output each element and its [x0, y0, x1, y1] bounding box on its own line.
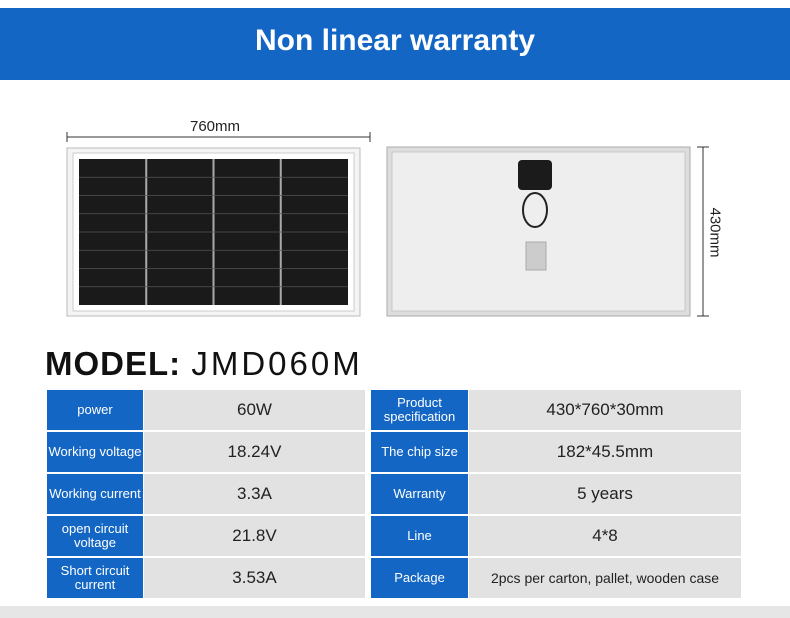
model-label: MODEL: — [45, 345, 182, 382]
width-label: 760mm — [190, 118, 241, 135]
spec-label: Working current — [47, 474, 143, 514]
height-dimension-line — [697, 146, 709, 317]
model-heading: MODEL: JMD060M — [45, 345, 363, 383]
page-title: Non linear warranty — [254, 24, 536, 57]
width-dimension-line — [66, 132, 371, 142]
solar-panel-back — [386, 146, 691, 317]
spec-value: 5 years — [469, 474, 741, 514]
bottom-band — [0, 606, 790, 618]
height-label: 430mm — [706, 207, 724, 258]
junction-box — [518, 160, 552, 190]
spec-value: 430*760*30mm — [469, 390, 741, 430]
spec-value: 182*45.5mm — [469, 432, 741, 472]
spec-label: Package — [371, 558, 468, 598]
spec-value: 3.3A — [144, 474, 365, 514]
spec-value: 21.8V — [144, 516, 365, 556]
spec-label: Warranty — [371, 474, 468, 514]
spec-value: 18.24V — [144, 432, 365, 472]
spec-label: Short circuit current — [47, 558, 143, 598]
spec-label: open circuit voltage — [47, 516, 143, 556]
spec-value: 3.53A — [144, 558, 365, 598]
spec-value: 60W — [144, 390, 365, 430]
spec-label: The chip size — [371, 432, 468, 472]
cable — [522, 192, 548, 228]
spec-label: Product specification — [371, 390, 468, 430]
spec-label: Working voltage — [47, 432, 143, 472]
label-sticker — [525, 241, 547, 271]
solar-panel-front — [66, 147, 361, 317]
model-value: JMD060M — [191, 345, 363, 382]
spec-label: Line — [371, 516, 468, 556]
header-banner: Non linear warranty — [0, 8, 790, 80]
panel-illustrations — [66, 132, 709, 317]
spec-value: 2pcs per carton, pallet, wooden case — [469, 558, 741, 598]
spec-value: 4*8 — [469, 516, 741, 556]
spec-label: power — [47, 390, 143, 430]
